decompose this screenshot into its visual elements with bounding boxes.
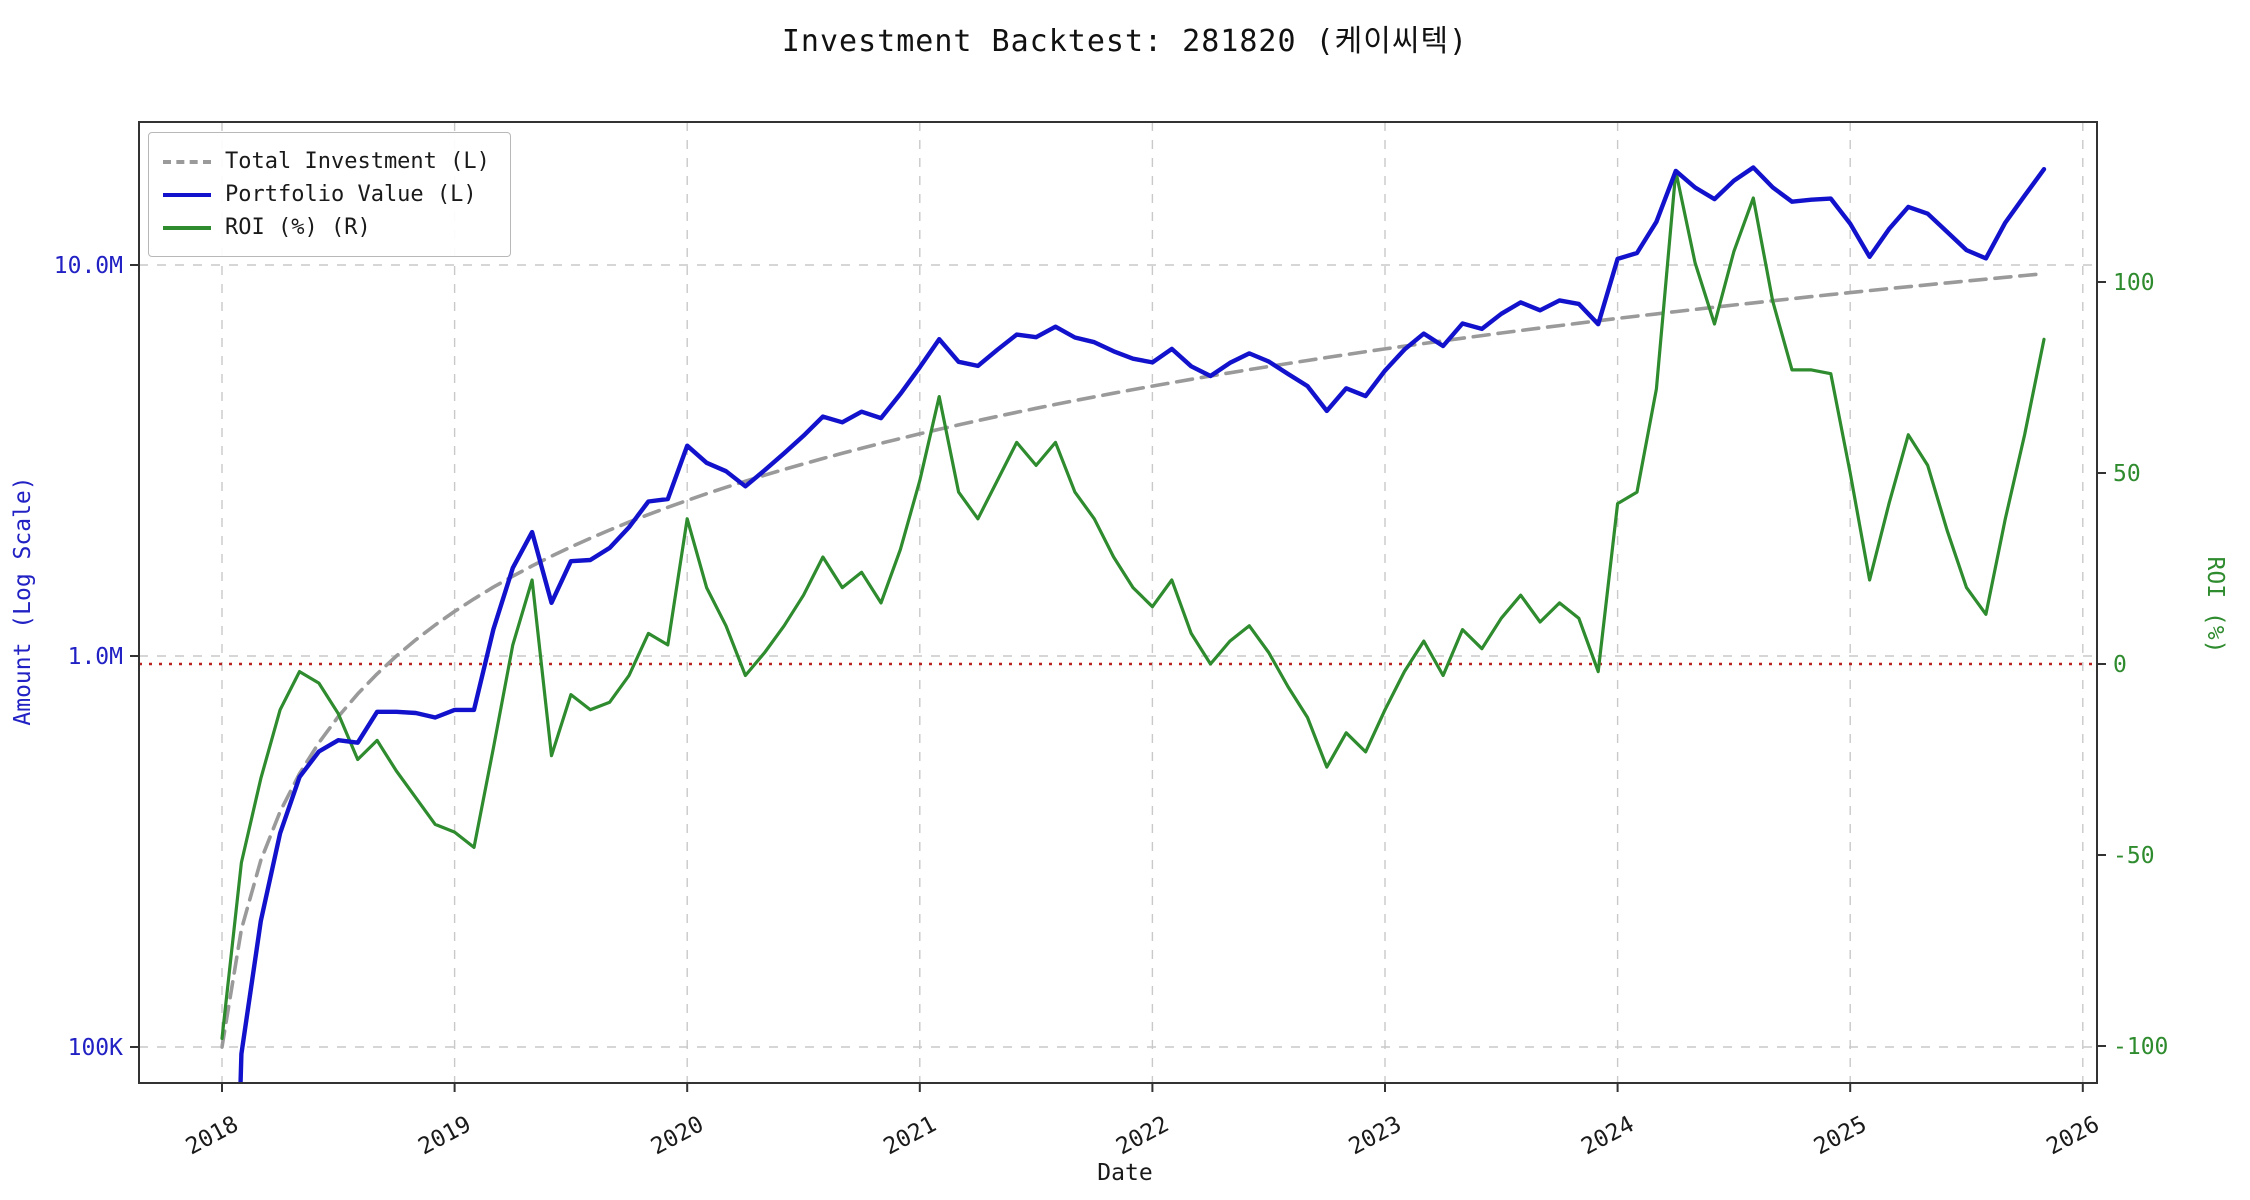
chart-title: Investment Backtest: 281820 (케이씨텍) [781,24,1469,59]
y-right-tick-label: 0 [2113,652,2127,678]
x-tick-label: 2021 [880,1111,941,1160]
legend-label-portfolio-value: Portfolio Value (L) [225,182,477,207]
x-tick-label: 2020 [647,1111,708,1160]
x-tick-label: 2024 [1577,1111,1638,1160]
y-right-tick-label: 100 [2113,270,2155,296]
roi-line [220,169,2046,1040]
portfolio-value-line-sample [163,192,211,197]
x-tick-label: 2019 [414,1111,475,1160]
x-tick-label: 2022 [1112,1111,1173,1160]
x-tick-label: 2018 [182,1111,243,1160]
grid-lines [139,122,2097,1083]
x-tick-label: 2026 [2043,1111,2104,1160]
y-right-tick-label: -100 [2113,1034,2168,1060]
y-left-axis-label: Amount (Log Scale) [10,476,36,726]
x-axis-label: Date [1097,1160,1153,1186]
y-right-tick-label: 50 [2113,461,2141,487]
legend: Total Investment (L) Portfolio Value (L)… [148,132,511,257]
legend-item-total-investment: Total Investment (L) [163,145,490,178]
y-left-tick-label: 10.0M [54,253,123,279]
y-left-tick-label: 1.0M [68,644,123,670]
roi-line-sample [163,225,211,230]
x-tick-label: 2023 [1345,1111,1406,1160]
portfolio-value-line [238,165,2047,1083]
axes-box [138,121,2098,1084]
y-left-tick-label: 100K [68,1035,124,1061]
y-right-axis-label: ROI (%) [2202,556,2228,654]
total-investment-line-sample [163,159,211,164]
legend-label-total-investment: Total Investment (L) [225,149,490,174]
y-right-tick-label: -50 [2113,843,2155,869]
legend-item-roi: ROI (%) (R) [163,211,490,244]
total-investment-line [220,271,2046,1049]
legend-label-roi: ROI (%) (R) [225,215,371,240]
x-tick-label: 2025 [1810,1111,1871,1160]
legend-item-portfolio-value: Portfolio Value (L) [163,178,490,211]
tick-labels: 2018 2019 2020 2021 2022 2023 2024 2025 2026 10.0… [54,253,2169,1160]
